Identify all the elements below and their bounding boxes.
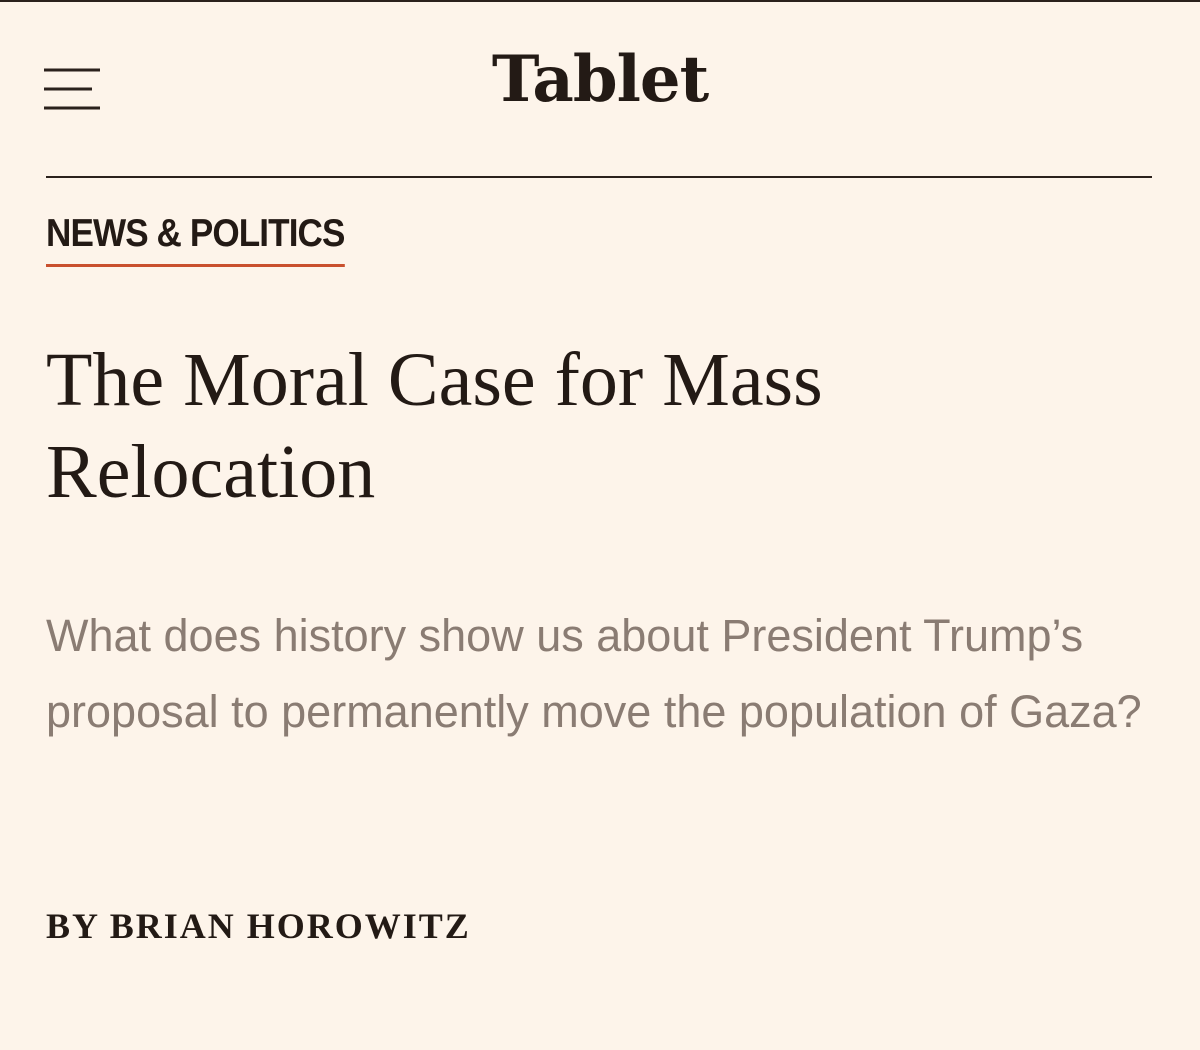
menu-button[interactable] (44, 66, 100, 112)
byline: BY BRIAN HOROWITZ (46, 902, 471, 950)
top-border (0, 0, 1200, 2)
article-dek: What does history show us about Presiden… (46, 610, 1142, 737)
author-link[interactable]: BRIAN HOROWITZ (109, 906, 471, 946)
site-logo[interactable]: Tablet (491, 42, 709, 117)
site-logo-wrapper: Tablet (0, 40, 1200, 120)
article-headline: The Moral Case for Mass Relocation (46, 338, 823, 514)
hamburger-menu-icon (44, 68, 100, 110)
section-link[interactable]: NEWS & POLITICS (46, 208, 345, 267)
header-divider (46, 176, 1152, 178)
byline-prefix: BY (46, 906, 99, 946)
